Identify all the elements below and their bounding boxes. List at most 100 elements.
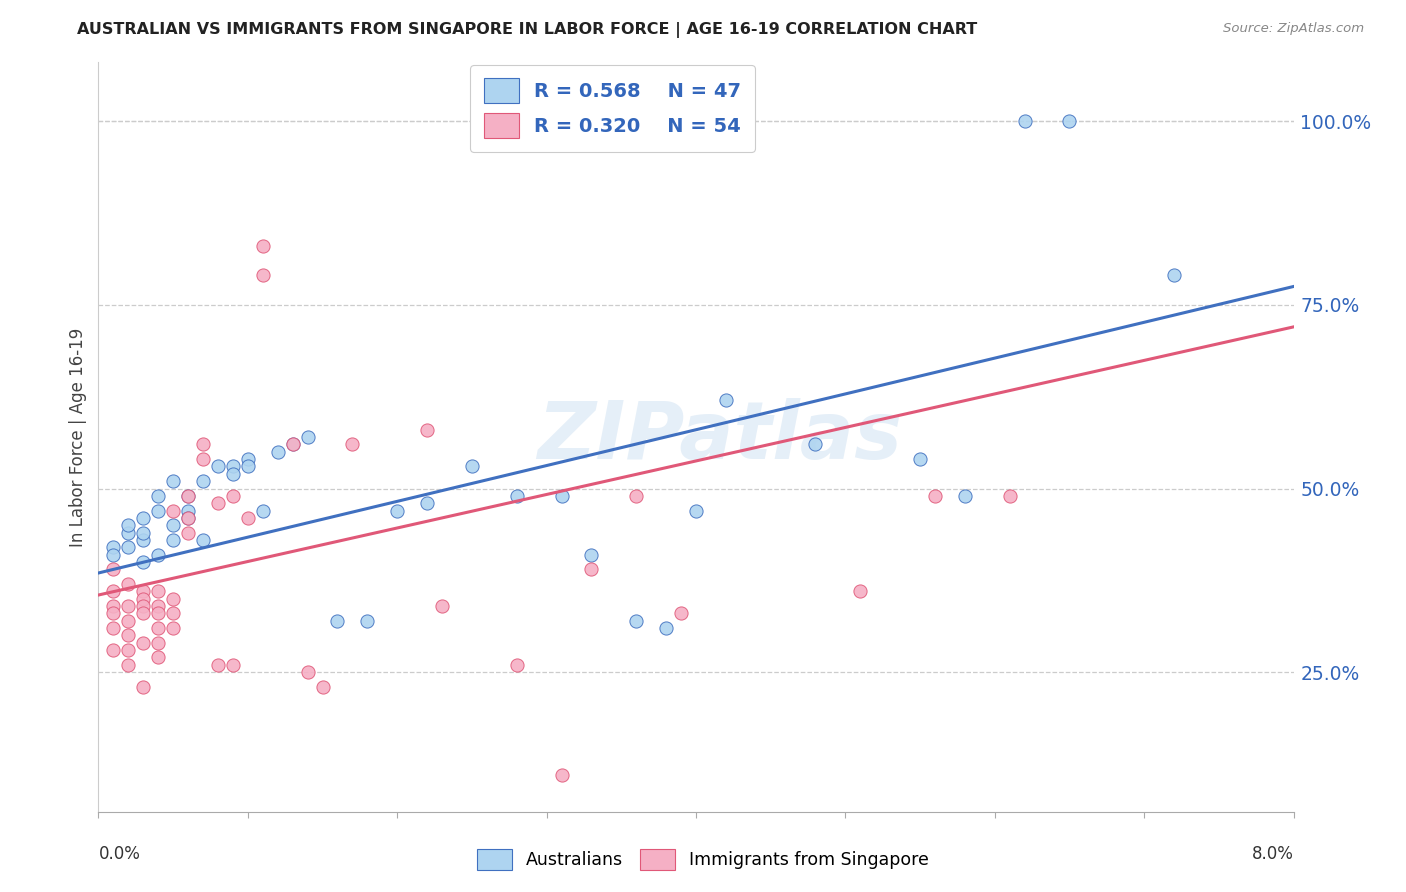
Point — [222, 657, 245, 672]
Point — [1059, 114, 1081, 128]
Text: Source: ZipAtlas.com: Source: ZipAtlas.com — [1223, 22, 1364, 36]
Point — [132, 607, 155, 621]
Point — [924, 489, 946, 503]
Point — [1163, 268, 1185, 283]
Point — [162, 474, 184, 488]
Point — [236, 459, 259, 474]
Point — [297, 430, 319, 444]
Point — [103, 607, 125, 621]
Point — [550, 768, 572, 782]
Point — [132, 525, 155, 540]
Point — [281, 437, 304, 451]
Point — [416, 496, 439, 510]
Text: AUSTRALIAN VS IMMIGRANTS FROM SINGAPORE IN LABOR FORCE | AGE 16-19 CORRELATION C: AUSTRALIAN VS IMMIGRANTS FROM SINGAPORE … — [77, 22, 977, 38]
Point — [581, 548, 603, 562]
Point — [177, 489, 200, 503]
Point — [908, 452, 931, 467]
Point — [162, 591, 184, 606]
Point — [207, 657, 229, 672]
Point — [236, 511, 259, 525]
Point — [148, 489, 170, 503]
Point — [297, 665, 319, 680]
Point — [162, 621, 184, 635]
Point — [117, 599, 139, 613]
Point — [132, 591, 155, 606]
Point — [177, 511, 200, 525]
Legend: Australians, Immigrants from Singapore: Australians, Immigrants from Singapore — [468, 840, 938, 879]
Point — [148, 636, 170, 650]
Point — [222, 467, 245, 481]
Point — [148, 548, 170, 562]
Point — [236, 452, 259, 467]
Point — [222, 459, 245, 474]
Point — [267, 444, 290, 458]
Point — [281, 437, 304, 451]
Point — [132, 533, 155, 547]
Point — [148, 650, 170, 665]
Point — [103, 541, 125, 555]
Point — [252, 503, 274, 517]
Point — [177, 525, 200, 540]
Point — [685, 503, 707, 517]
Point — [132, 599, 155, 613]
Text: 0.0%: 0.0% — [98, 845, 141, 863]
Point — [311, 680, 333, 694]
Point — [103, 584, 125, 599]
Point — [207, 496, 229, 510]
Point — [132, 636, 155, 650]
Point — [506, 489, 529, 503]
Point — [132, 584, 155, 599]
Point — [117, 518, 139, 533]
Point — [430, 599, 453, 613]
Point — [626, 489, 648, 503]
Point — [252, 268, 274, 283]
Point — [356, 614, 378, 628]
Point — [416, 423, 439, 437]
Point — [804, 437, 827, 451]
Point — [132, 555, 155, 569]
Point — [342, 437, 364, 451]
Point — [148, 621, 170, 635]
Point — [506, 657, 529, 672]
Point — [177, 489, 200, 503]
Point — [132, 511, 155, 525]
Legend: R = 0.568    N = 47, R = 0.320    N = 54: R = 0.568 N = 47, R = 0.320 N = 54 — [470, 64, 755, 152]
Point — [162, 503, 184, 517]
Point — [550, 489, 572, 503]
Point — [207, 459, 229, 474]
Point — [1014, 114, 1036, 128]
Point — [191, 437, 214, 451]
Point — [222, 489, 245, 503]
Point — [326, 614, 349, 628]
Point — [117, 643, 139, 657]
Point — [148, 599, 170, 613]
Point — [103, 643, 125, 657]
Point — [132, 680, 155, 694]
Point — [103, 548, 125, 562]
Point — [103, 621, 125, 635]
Point — [581, 562, 603, 576]
Point — [177, 511, 200, 525]
Y-axis label: In Labor Force | Age 16-19: In Labor Force | Age 16-19 — [69, 327, 87, 547]
Point — [117, 525, 139, 540]
Point — [655, 621, 678, 635]
Point — [252, 239, 274, 253]
Point — [953, 489, 976, 503]
Point — [191, 533, 214, 547]
Point — [177, 503, 200, 517]
Text: 8.0%: 8.0% — [1251, 845, 1294, 863]
Point — [191, 474, 214, 488]
Point — [385, 503, 409, 517]
Point — [998, 489, 1021, 503]
Point — [148, 607, 170, 621]
Point — [117, 541, 139, 555]
Point — [148, 584, 170, 599]
Point — [191, 452, 214, 467]
Point — [626, 614, 648, 628]
Point — [669, 607, 692, 621]
Point — [117, 577, 139, 591]
Point — [148, 503, 170, 517]
Point — [714, 393, 737, 408]
Point — [162, 518, 184, 533]
Point — [117, 614, 139, 628]
